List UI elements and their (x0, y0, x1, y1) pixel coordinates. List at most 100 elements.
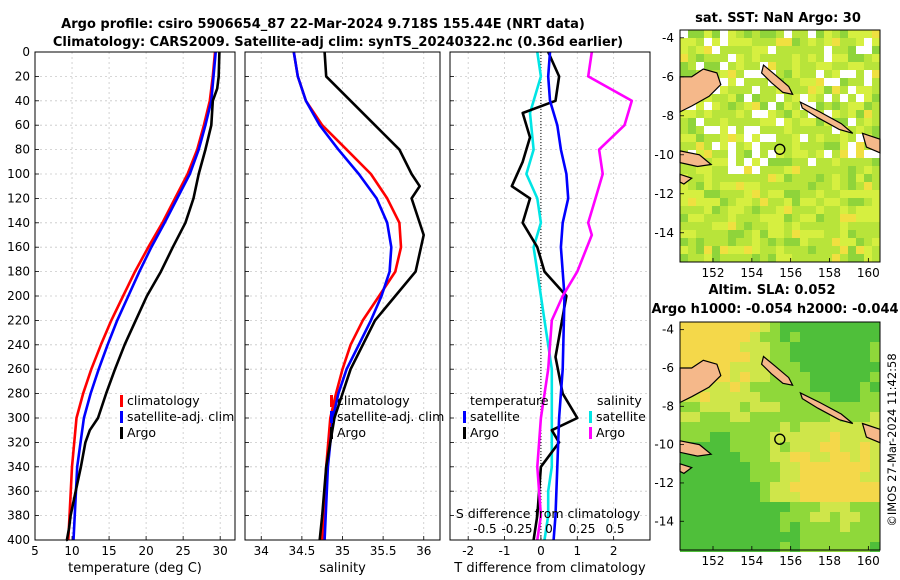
map-cell (700, 542, 710, 552)
map-cell (730, 432, 740, 442)
map-cell (690, 502, 700, 512)
map-cell (760, 412, 770, 422)
map-cell (840, 70, 848, 78)
map-cell (730, 342, 740, 352)
map-cell (760, 382, 770, 392)
map-cell (744, 54, 752, 62)
map-cell (736, 182, 744, 190)
map-cell (790, 502, 800, 512)
s-tick-label: 0.25 (569, 522, 596, 536)
map-cell (720, 198, 728, 206)
map-cell (850, 382, 860, 392)
map-cell (800, 502, 810, 512)
map-cell (736, 166, 744, 174)
map-cell (770, 322, 780, 332)
map-cell (824, 230, 832, 238)
map-cell (808, 70, 816, 78)
map-cell (856, 46, 864, 54)
map-cell (760, 402, 770, 412)
map-cell (864, 110, 872, 118)
map-cell (864, 30, 872, 38)
map-cell (740, 472, 750, 482)
map-cell (750, 442, 760, 452)
map-cell (830, 402, 840, 412)
map-cell (728, 190, 736, 198)
map-cell (820, 342, 830, 352)
map-cell (728, 158, 736, 166)
map-cell (710, 402, 720, 412)
xtick-label: 25 (176, 544, 191, 558)
map-cell (776, 62, 784, 70)
ytick-label: 380 (7, 509, 30, 523)
map-cell (856, 118, 864, 126)
map-cell (690, 352, 700, 362)
map-cell (730, 392, 740, 402)
map-cell (840, 402, 850, 412)
map-cell (792, 246, 800, 254)
map-cell (760, 254, 768, 262)
map-cell (808, 86, 816, 94)
map-cell (700, 512, 710, 522)
map-cell (800, 222, 808, 230)
map-cell (860, 322, 870, 332)
map-cell (800, 442, 810, 452)
map-ytick-label: -10 (654, 438, 674, 452)
map-cell (872, 246, 880, 254)
map-cell (712, 222, 720, 230)
map-cell (688, 254, 696, 262)
map-cell (832, 230, 840, 238)
map-cell (800, 190, 808, 198)
map-cell (728, 142, 736, 150)
map-cell (820, 512, 830, 522)
map-cell (780, 532, 790, 542)
map-cell (740, 392, 750, 402)
panel-salinity: 34 34.5 35 35.5 36 salinity climatologysatelli… (245, 51, 444, 576)
map-cell (780, 422, 790, 432)
map-cell (696, 142, 704, 150)
map-cell (700, 422, 710, 432)
map-cell (856, 230, 864, 238)
map-cell (816, 166, 824, 174)
map-cell (740, 372, 750, 382)
series-line-salinity-argo (535, 51, 634, 541)
map-ytick-label: -6 (662, 70, 674, 84)
map-cell (720, 230, 728, 238)
map-cell (830, 472, 840, 482)
map-cell (690, 412, 700, 422)
map-cell (792, 230, 800, 238)
map-cell (800, 230, 808, 238)
map-cell (728, 38, 736, 46)
map-cell (800, 322, 810, 332)
map-cell (712, 190, 720, 198)
map-cell (760, 126, 768, 134)
map-cell (760, 190, 768, 198)
map-cell (712, 182, 720, 190)
xtick-label: 5 (31, 544, 39, 558)
map-cell (776, 94, 784, 102)
map-cell (784, 214, 792, 222)
map-cell (720, 392, 730, 402)
map-cell (856, 30, 864, 38)
map-cell (768, 190, 776, 198)
map-cell (840, 442, 850, 452)
map-cell (688, 126, 696, 134)
map-cell (680, 352, 690, 362)
map-cell (712, 230, 720, 238)
map-cell (768, 198, 776, 206)
map-cell (784, 38, 792, 46)
map-cell (740, 332, 750, 342)
map-cell (740, 342, 750, 352)
map-cell (830, 432, 840, 442)
xtick-label: 2 (610, 544, 618, 558)
ytick-label: 400 (7, 533, 30, 547)
map-xtick-label: 158 (818, 554, 841, 568)
map-cell (776, 230, 784, 238)
map-cell (792, 254, 800, 262)
map-cell (712, 166, 720, 174)
s-tick-label: 0.5 (605, 522, 624, 536)
map-cell (790, 402, 800, 412)
map-cell (750, 502, 760, 512)
map-cell (792, 182, 800, 190)
map-cell (712, 198, 720, 206)
map-cell (760, 54, 768, 62)
